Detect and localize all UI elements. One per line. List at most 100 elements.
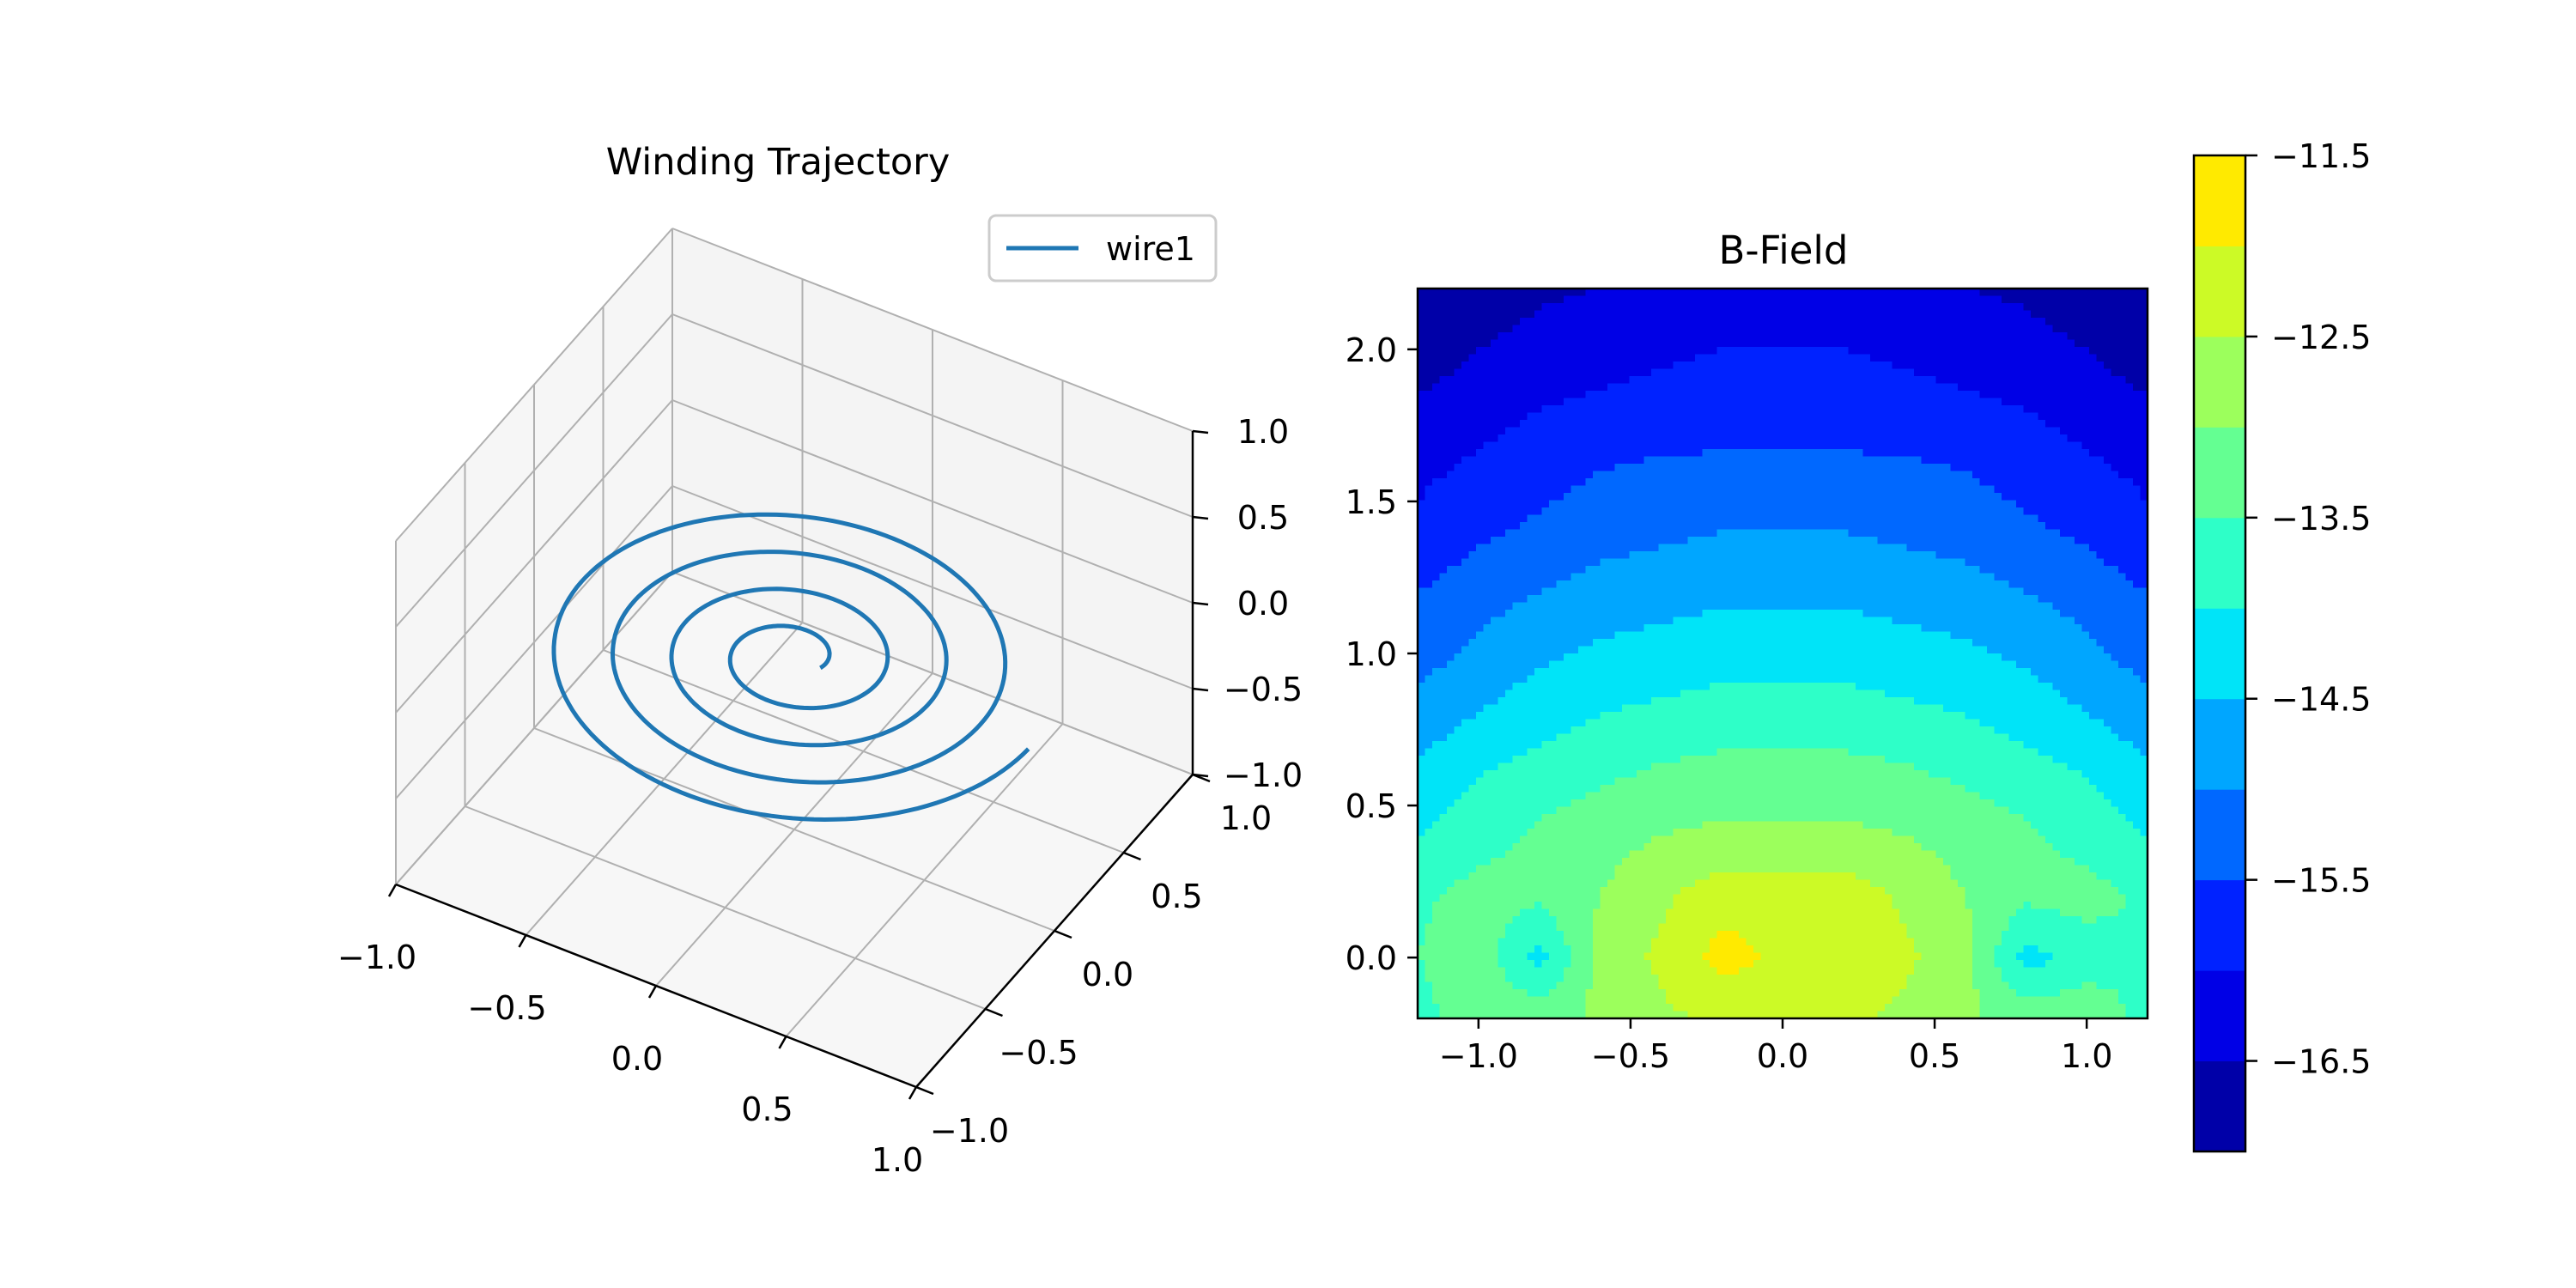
heatmap-cell bbox=[1629, 697, 1637, 706]
heatmap-cell bbox=[1461, 756, 1470, 764]
heatmap-cell bbox=[1556, 639, 1564, 647]
heatmap-cell bbox=[1643, 814, 1652, 823]
heatmap-cell bbox=[1418, 821, 1426, 829]
heatmap-cell bbox=[1710, 960, 1718, 969]
heatmap-cell bbox=[1724, 668, 1733, 677]
heatmap-cell bbox=[1629, 368, 1637, 377]
heatmap-cell bbox=[1541, 923, 1550, 932]
heatmap-cell bbox=[1614, 391, 1623, 399]
heatmap-cell bbox=[1527, 646, 1535, 654]
heatmap-cell bbox=[1775, 391, 1783, 399]
heatmap-cell bbox=[1702, 478, 1710, 487]
heatmap-cell bbox=[1716, 821, 1725, 829]
heatmap-cell bbox=[1468, 850, 1477, 859]
heatmap-cell bbox=[1768, 456, 1777, 465]
heatmap-cell bbox=[1520, 544, 1528, 552]
heatmap-cell bbox=[1468, 624, 1477, 633]
heatmap-cell bbox=[1702, 865, 1710, 873]
heatmap-cell bbox=[1439, 551, 1448, 560]
heatmap-cell bbox=[1768, 617, 1777, 625]
heatmap-cell bbox=[1637, 610, 1645, 618]
heatmap-cell bbox=[1476, 792, 1485, 800]
heatmap-cell bbox=[1593, 762, 1601, 771]
heatmap-cell bbox=[1491, 675, 1499, 683]
heatmap-cell bbox=[1498, 289, 1506, 297]
heatmap-cell bbox=[1768, 391, 1777, 399]
heatmap-cell bbox=[1447, 1011, 1455, 1018]
heatmap-cell bbox=[1746, 456, 1754, 465]
heatmap-cell bbox=[1673, 908, 1681, 917]
heatmap-cell bbox=[1447, 485, 1455, 494]
heatmap-cell bbox=[1695, 478, 1704, 487]
heatmap-cell bbox=[1746, 332, 1754, 341]
heatmap-cell bbox=[1564, 318, 1572, 326]
heatmap-cell bbox=[1578, 872, 1587, 881]
heatmap-cell bbox=[1512, 675, 1521, 683]
heatmap-cell bbox=[1541, 434, 1550, 443]
heatmap-cell bbox=[1651, 850, 1660, 859]
heatmap-cell bbox=[1527, 551, 1535, 560]
heatmap-cell bbox=[1724, 587, 1733, 596]
heatmap-cell bbox=[1483, 544, 1492, 552]
heatmap-cell bbox=[1695, 529, 1704, 538]
heatmap-cell bbox=[1527, 522, 1535, 531]
heatmap-cell bbox=[1549, 500, 1558, 508]
heatmap-cell bbox=[1571, 712, 1579, 720]
heatmap-cell bbox=[1687, 872, 1696, 881]
heatmap-cell bbox=[1658, 587, 1667, 596]
heatmap-cell bbox=[1702, 821, 1710, 829]
heatmap-cell bbox=[1585, 865, 1594, 873]
heatmap-cell bbox=[1571, 514, 1579, 523]
heatmap-cell bbox=[1614, 602, 1623, 611]
heatmap-cell bbox=[1724, 631, 1733, 640]
heatmap-cell bbox=[1637, 975, 1645, 983]
heatmap-cell bbox=[1468, 770, 1477, 779]
heatmap-cell bbox=[1578, 938, 1587, 946]
heatmap-cell bbox=[1520, 887, 1528, 896]
heatmap-cell bbox=[1666, 829, 1674, 837]
heatmap-cell bbox=[1768, 829, 1777, 837]
heatmap-cell bbox=[1505, 354, 1514, 362]
heatmap-cell bbox=[1585, 639, 1594, 647]
heatmap-cell bbox=[1505, 412, 1514, 421]
heatmap-cell bbox=[1673, 850, 1681, 859]
heatmap-cell bbox=[1425, 449, 1433, 458]
heatmap-cell bbox=[1673, 1004, 1681, 1012]
heatmap-cell bbox=[1447, 325, 1455, 333]
heatmap-cell bbox=[1673, 989, 1681, 998]
heatmap-cell bbox=[1571, 952, 1579, 961]
heatmap-cell bbox=[1534, 923, 1543, 932]
heatmap-cell bbox=[1461, 814, 1470, 823]
heatmap-cell bbox=[1585, 441, 1594, 450]
heatmap-cell bbox=[1687, 981, 1696, 990]
heatmap-cell bbox=[1439, 354, 1448, 362]
heatmap-cell bbox=[1716, 580, 1725, 589]
heatmap-cell bbox=[1746, 945, 1754, 954]
heatmap-cell bbox=[1724, 989, 1733, 998]
heatmap-cell bbox=[1775, 295, 1783, 304]
heatmap-cell bbox=[1673, 704, 1681, 713]
heatmap-cell bbox=[1425, 865, 1433, 873]
heatmap-cell bbox=[1739, 719, 1747, 727]
heatmap-cell bbox=[1578, 398, 1587, 406]
heatmap-cell bbox=[1578, 405, 1587, 414]
heatmap-cell bbox=[1753, 938, 1762, 946]
heatmap-cell bbox=[1505, 580, 1514, 589]
heatmap-cell bbox=[1461, 806, 1470, 815]
heatmap-cell bbox=[1600, 295, 1608, 304]
heatmap-cell bbox=[1454, 792, 1462, 800]
heatmap-cell bbox=[1658, 361, 1667, 370]
heatmap-cell bbox=[1716, 770, 1725, 779]
heatmap-cell bbox=[1622, 354, 1631, 362]
heatmap-cell bbox=[1724, 960, 1733, 969]
heatmap-cell bbox=[1760, 785, 1769, 793]
heatmap-cell bbox=[1439, 303, 1448, 312]
heatmap-cell bbox=[1687, 653, 1696, 662]
heatmap-cell bbox=[1710, 996, 1718, 1005]
heatmap-cell bbox=[1571, 741, 1579, 750]
heatmap-cell bbox=[1600, 821, 1608, 829]
heatmap-cell bbox=[1512, 376, 1521, 385]
heatmap-cell bbox=[1695, 792, 1704, 800]
heatmap-cell bbox=[1593, 551, 1601, 560]
heatmap-cell bbox=[1534, 434, 1543, 443]
